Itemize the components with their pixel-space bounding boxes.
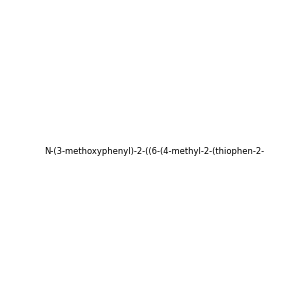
Text: N-(3-methoxyphenyl)-2-((6-(4-methyl-2-(thiophen-2-: N-(3-methoxyphenyl)-2-((6-(4-methyl-2-(t… <box>44 147 264 156</box>
